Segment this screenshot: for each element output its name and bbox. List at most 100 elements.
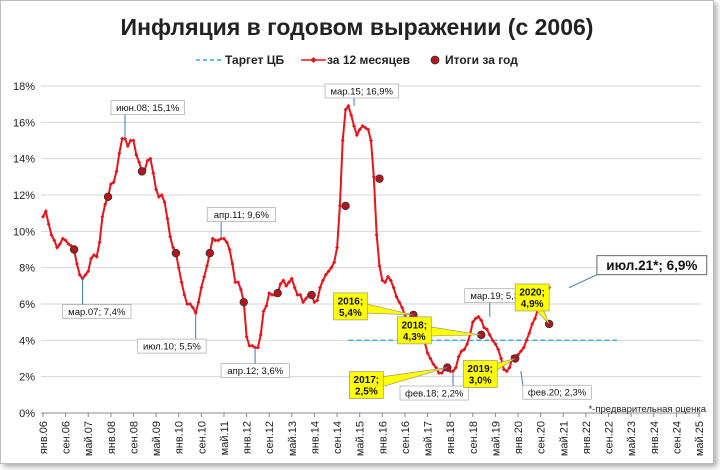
data-point — [148, 156, 153, 161]
data-point — [431, 361, 436, 366]
data-point — [394, 294, 399, 299]
callout-box — [220, 363, 290, 378]
callout-text: фев.18; 2,2% — [405, 388, 464, 399]
y-tick-label: 8% — [19, 263, 35, 275]
callout-box — [349, 371, 384, 399]
callout-text: фев.20; 2,3% — [528, 388, 587, 399]
data-point — [436, 371, 441, 376]
data-point — [496, 347, 501, 352]
x-tick-label: янв.24 — [649, 421, 661, 454]
annotation: мар.07; 7,4% — [62, 278, 132, 319]
data-point — [60, 236, 65, 241]
data-point — [346, 103, 351, 108]
data-point — [267, 291, 272, 296]
data-point — [154, 187, 159, 192]
callout-box — [62, 304, 132, 319]
data-point — [301, 300, 306, 305]
callout-box — [596, 255, 708, 276]
x-tick-label: сен.24 — [671, 421, 683, 454]
data-point — [530, 321, 535, 326]
year-marker — [69, 245, 79, 254]
data-point — [434, 365, 439, 370]
data-point — [244, 334, 249, 339]
x-tick-label: янв.20 — [513, 421, 525, 454]
data-point — [202, 274, 207, 279]
data-point — [479, 318, 484, 323]
data-point — [46, 222, 51, 227]
data-point — [374, 232, 379, 237]
year-marker — [171, 248, 181, 258]
data-point — [391, 285, 396, 290]
data-point — [397, 300, 402, 305]
data-point — [340, 138, 345, 143]
data-point — [182, 292, 187, 297]
data-point — [360, 123, 365, 128]
footnote: *-предварительная оценка — [588, 404, 706, 415]
data-point — [97, 240, 102, 245]
y-tick-label: 14% — [13, 154, 35, 166]
data-point — [89, 256, 94, 261]
data-point — [349, 113, 354, 118]
data-point — [318, 285, 323, 290]
annotation: апр.12; 3,6% — [220, 347, 290, 378]
data-point — [66, 242, 71, 247]
y-tick-label: 6% — [19, 299, 35, 311]
data-point — [507, 365, 512, 370]
annotation: фев.20; 2,3% — [520, 371, 592, 400]
x-tick-label: янв.16 — [377, 421, 389, 454]
data-point — [221, 236, 226, 241]
x-tick-label: янв.18 — [445, 421, 457, 454]
x-tick-label: сен.06 — [61, 421, 73, 454]
data-point — [91, 252, 96, 257]
callout-box — [514, 283, 550, 312]
callout-text: апр.12; 3,6% — [227, 366, 283, 377]
data-point — [439, 371, 444, 376]
callout-box — [137, 338, 207, 354]
data-point — [156, 194, 161, 199]
data-point — [216, 238, 221, 243]
data-point — [188, 302, 193, 306]
data-point — [388, 278, 393, 283]
x-tick-label: май.19 — [490, 421, 502, 456]
data-point — [329, 265, 334, 270]
year-marker — [375, 174, 384, 183]
callout-text: июл.10; 5,5% — [143, 342, 201, 353]
data-point — [459, 349, 464, 354]
data-point — [521, 345, 526, 350]
data-point — [320, 278, 325, 283]
x-tick-label: май.23 — [626, 421, 638, 456]
data-point — [337, 203, 342, 208]
legend-year-marker — [430, 55, 440, 65]
x-tick-label: сен.08 — [128, 421, 140, 454]
callout-text: мар.15; 16,9% — [330, 86, 393, 97]
legend-target-label: Таргет ЦБ — [225, 53, 285, 67]
data-point — [312, 300, 317, 305]
data-point — [366, 127, 371, 132]
x-tick-label: сен.20 — [536, 421, 548, 454]
x-tick-label: янв.22 — [581, 421, 593, 454]
callout-box — [399, 385, 469, 401]
data-point — [227, 247, 232, 252]
data-point — [264, 303, 269, 308]
data-point — [179, 280, 184, 285]
callout-text: 3,0% — [469, 376, 492, 387]
callout-box — [462, 360, 498, 388]
y-tick-label: 0% — [19, 408, 35, 420]
callout-text: апр.11; 9,6% — [214, 210, 270, 221]
legend-year-label: Итоги за год — [445, 53, 518, 67]
data-point — [83, 272, 88, 277]
data-point — [224, 240, 229, 245]
callout-box — [324, 83, 399, 99]
legend-line-marker — [310, 57, 317, 63]
data-point — [456, 354, 461, 359]
data-point — [247, 343, 252, 348]
data-point — [482, 325, 487, 330]
grid — [41, 85, 701, 414]
callout-box — [333, 292, 368, 321]
data-point — [213, 238, 218, 243]
data-point — [385, 274, 390, 279]
data-point — [77, 272, 82, 277]
year-marker — [239, 297, 248, 307]
data-point — [270, 292, 275, 297]
data-point — [250, 343, 255, 348]
